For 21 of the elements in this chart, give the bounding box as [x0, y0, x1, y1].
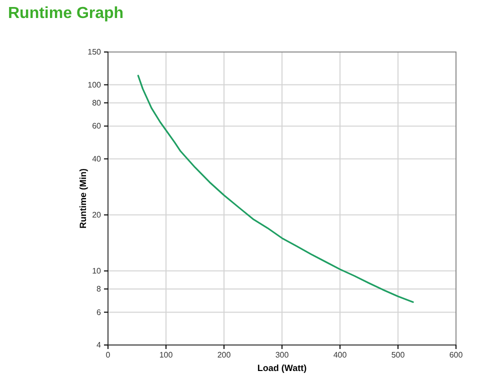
x-tick-label: 0 — [106, 350, 111, 360]
y-tick-label: 80 — [92, 98, 102, 108]
x-tick-label: 100 — [159, 350, 174, 360]
chart-title: Runtime Graph — [8, 5, 124, 22]
x-axis-title: Load (Watt) — [257, 363, 307, 373]
y-tick-label: 4 — [96, 340, 102, 350]
y-tick-label: 40 — [92, 154, 102, 164]
y-tick-label: 150 — [88, 48, 102, 57]
y-tick-label: 20 — [92, 210, 102, 220]
y-tick-label: 8 — [96, 284, 102, 294]
x-tick-label: 300 — [275, 350, 290, 360]
y-tick-label: 60 — [92, 122, 102, 131]
y-tick-label: 100 — [88, 80, 102, 90]
y-tick-label: 6 — [96, 308, 102, 317]
y-tick-label: 10 — [92, 266, 102, 276]
x-tick-label: 200 — [217, 350, 232, 360]
x-tick-label: 500 — [391, 350, 406, 360]
y-axis-title: Runtime (Min) — [78, 168, 88, 228]
x-tick-label: 600 — [449, 350, 464, 360]
x-tick-label: 400 — [333, 350, 348, 360]
line-series — [137, 74, 414, 303]
